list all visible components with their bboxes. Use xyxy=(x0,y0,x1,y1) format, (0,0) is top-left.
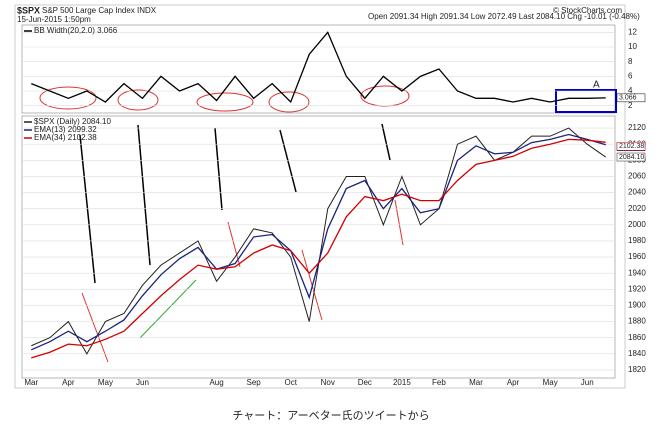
x-tick-label: Mar xyxy=(24,378,38,387)
x-tick-label: Apr xyxy=(507,378,520,387)
quote: Open 2091.34 High 2091.34 Low 2072.49 La… xyxy=(368,12,640,21)
y-tick-label: 1900 xyxy=(628,301,646,310)
series-line xyxy=(31,138,606,359)
y-tick-label: 4 xyxy=(628,86,633,95)
y-tick-label: 2 xyxy=(628,101,633,110)
y-tick-label: 2040 xyxy=(628,188,646,197)
end-label-box xyxy=(616,93,646,103)
legend-entry: BB Width(20,2.0) 3.066 xyxy=(34,26,118,35)
end-label-box xyxy=(616,152,646,162)
x-tick-label: Mar xyxy=(469,378,483,387)
x-tick-label: Jun xyxy=(581,378,594,387)
x-tick-label: Apr xyxy=(62,378,75,387)
caption: チャート：アーベター氏のツイートから xyxy=(232,409,429,422)
y-tick-label: 2000 xyxy=(628,220,646,229)
x-tick-label: Sep xyxy=(247,378,262,387)
x-tick-label: May xyxy=(98,378,113,387)
date: 15-Jun-2015 1:50pm xyxy=(17,15,91,24)
source: © StockCharts.com xyxy=(553,6,622,15)
y-tick-label: 2060 xyxy=(628,172,646,181)
y-tick-label: 10 xyxy=(628,42,637,51)
x-tick-label: Dec xyxy=(358,378,372,387)
annotation: A xyxy=(593,80,600,91)
y-tick-label: 6 xyxy=(628,71,633,80)
series-line xyxy=(31,31,606,104)
x-tick-label: Aug xyxy=(209,378,223,387)
y-tick-label: 2120 xyxy=(628,123,646,132)
y-tick-label: 1840 xyxy=(628,349,646,358)
end-label: 2084.10 xyxy=(619,154,644,161)
y-tick-label: 1940 xyxy=(628,268,646,277)
y-tick-label: 2020 xyxy=(628,204,646,213)
x-tick-label: 2015 xyxy=(393,378,411,387)
legend-entry: EMA(34) 2102.38 xyxy=(34,133,97,142)
end-label-box xyxy=(616,142,646,151)
legend-entry: EMA(13) 2099.32 xyxy=(34,125,97,134)
x-tick-label: Feb xyxy=(432,378,446,387)
x-tick-label: Oct xyxy=(284,378,297,387)
y-tick-label: 8 xyxy=(628,57,633,66)
y-tick-label: 1820 xyxy=(628,365,646,374)
index-name: S&P 500 Large Cap Index INDX xyxy=(42,6,157,15)
y-tick-label: 12 xyxy=(628,27,637,36)
panel-bottom xyxy=(21,115,616,379)
y-tick-label: 1880 xyxy=(628,317,646,326)
y-tick-label: 1920 xyxy=(628,284,646,293)
end-label: 2102.38 xyxy=(619,143,644,150)
legend-entry: $SPX (Daily) 2084.10 xyxy=(34,117,111,126)
y-tick-label: 1980 xyxy=(628,236,646,245)
y-tick-label: 1860 xyxy=(628,333,646,342)
panel-top xyxy=(21,24,616,114)
end-label: 3.066 xyxy=(619,95,637,102)
decorations xyxy=(39,85,617,363)
symbol: $SPX xyxy=(17,5,40,15)
x-tick-label: Nov xyxy=(321,378,335,387)
x-tick-label: May xyxy=(543,378,558,387)
y-tick-label: 1960 xyxy=(628,252,646,261)
x-tick-label: Jun xyxy=(136,378,149,387)
